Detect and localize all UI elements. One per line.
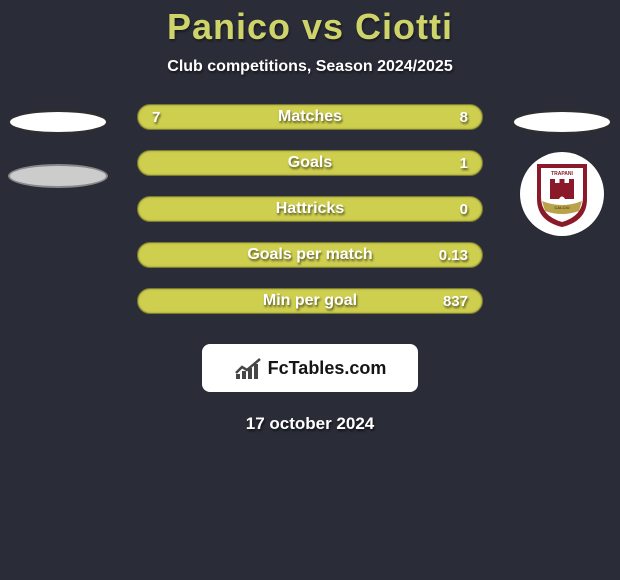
right-side-badges: TRAPANI CALCIO: [512, 104, 612, 204]
stat-label: Goals per match: [247, 246, 372, 264]
attribution-badge: FcTables.com: [202, 344, 418, 392]
stat-value-right: 1: [460, 155, 468, 172]
stat-value-right: 8: [460, 109, 468, 126]
comparison-panel: TRAPANI CALCIO 7 Matches 8 Goals 1 Hattricks 0…: [0, 104, 620, 314]
svg-text:TRAPANI: TRAPANI: [551, 171, 573, 177]
stat-row: Min per goal 837: [137, 288, 483, 314]
crest-icon: TRAPANI CALCIO: [532, 159, 592, 229]
svg-text:CALCIO: CALCIO: [554, 205, 569, 210]
right-ellipse-top: [512, 110, 612, 134]
stat-row: Goals per match 0.13: [137, 242, 483, 268]
date-label: 17 october 2024: [0, 414, 620, 434]
club-crest: TRAPANI CALCIO: [520, 152, 604, 236]
stat-label: Hattricks: [276, 200, 344, 218]
stat-label: Goals: [288, 154, 332, 172]
stat-value-right: 0.13: [439, 247, 468, 264]
stat-value-right: 837: [443, 293, 468, 310]
subtitle: Club competitions, Season 2024/2025: [0, 58, 620, 76]
stat-label: Matches: [278, 108, 342, 126]
stat-label: Min per goal: [263, 292, 357, 310]
left-side-badges: [8, 104, 108, 204]
left-ellipse-top: [8, 110, 108, 134]
attribution-text: FcTables.com: [268, 358, 387, 379]
stat-row: Goals 1: [137, 150, 483, 176]
stat-value-right: 0: [460, 201, 468, 218]
stat-value-left: 7: [152, 109, 160, 126]
stat-row: Hattricks 0: [137, 196, 483, 222]
stat-rows: 7 Matches 8 Goals 1 Hattricks 0 Goals per match…: [137, 104, 483, 314]
chart-icon: [234, 357, 262, 379]
page-title: Panico vs Ciotti: [0, 0, 620, 48]
left-ellipse-bottom: [8, 164, 108, 188]
stat-row: 7 Matches 8: [137, 104, 483, 130]
